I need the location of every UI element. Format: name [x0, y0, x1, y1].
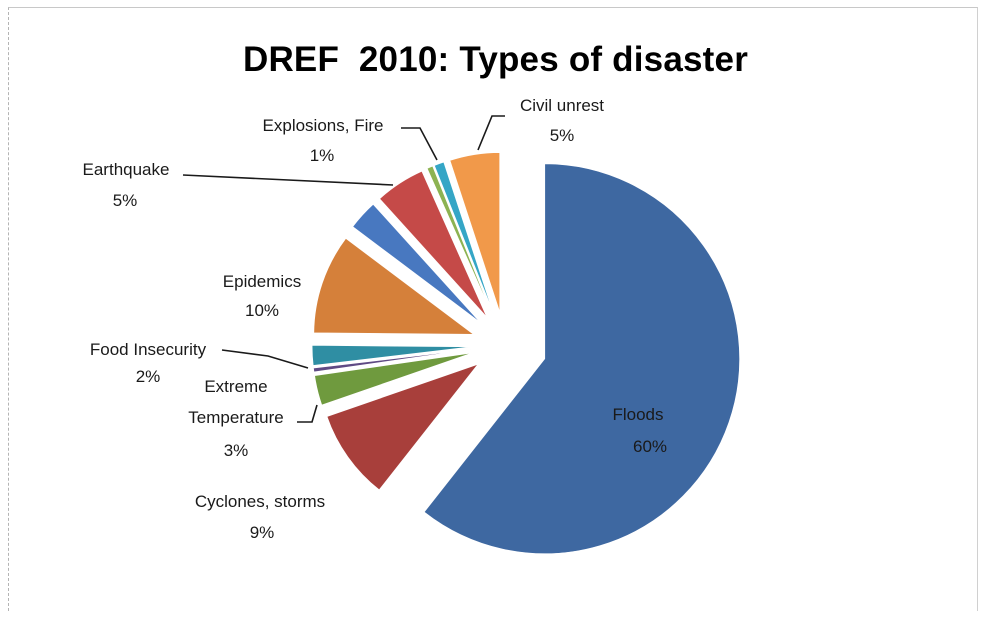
pie-slice-earthquake — [378, 170, 488, 318]
data-label-value-extreme-temperature: 3% — [224, 441, 249, 460]
leader-line-extreme-temperature — [297, 404, 318, 423]
leader-line-earthquake — [182, 174, 394, 186]
data-label-value-food-insecurity: 2% — [136, 367, 161, 386]
pie-slice-cyclones-storms — [326, 363, 480, 491]
data-label-value-explosions-fire: 1% — [310, 146, 335, 165]
data-label-name-food-insecurity: Food Insecurity — [90, 340, 207, 359]
pie-slice-epidemics — [313, 237, 475, 335]
data-label-name-extreme-temperature: Extreme — [204, 377, 267, 396]
data-label-value-civil-unrest: 5% — [550, 126, 575, 145]
data-label-name-civil-unrest: Civil unrest — [520, 96, 604, 115]
data-label-value-epidemics: 10% — [245, 301, 279, 320]
chart-frame — [8, 7, 978, 611]
data-label-name-epidemics: Epidemics — [223, 272, 301, 291]
pie-slice-floods — [423, 163, 741, 555]
data-label-name-explosions-fire: Explosions, Fire — [263, 116, 384, 135]
data-label-name-extreme-temperature: Temperature — [188, 408, 283, 427]
pie-slice-unlabeled-3 — [312, 348, 473, 373]
data-label-name-earthquake: Earthquake — [83, 160, 170, 179]
pie-slice-extreme-temperature — [314, 352, 474, 406]
data-label-name-floods: Floods — [612, 405, 663, 424]
data-label-value-earthquake: 5% — [113, 191, 138, 210]
pie-slice-food-insecurity — [311, 344, 473, 366]
data-label-value-cyclones-storms: 9% — [250, 523, 275, 542]
leader-line-food-insecurity — [221, 349, 309, 369]
chart-title: DREF 2010: Types of disaster — [242, 40, 749, 79]
pie-slice-civil-unrest — [449, 152, 501, 313]
data-label-value-floods: 60% — [633, 437, 667, 456]
leader-line-civil-unrest — [477, 115, 505, 151]
data-label-name-cyclones-storms: Cyclones, storms — [195, 492, 325, 511]
pie-slice-unlabeled-6 — [352, 203, 481, 324]
pie-slice-explosions-fire — [433, 161, 495, 315]
leader-line-explosions-fire — [401, 127, 438, 161]
pie-slice-unlabeled-8 — [426, 165, 493, 315]
